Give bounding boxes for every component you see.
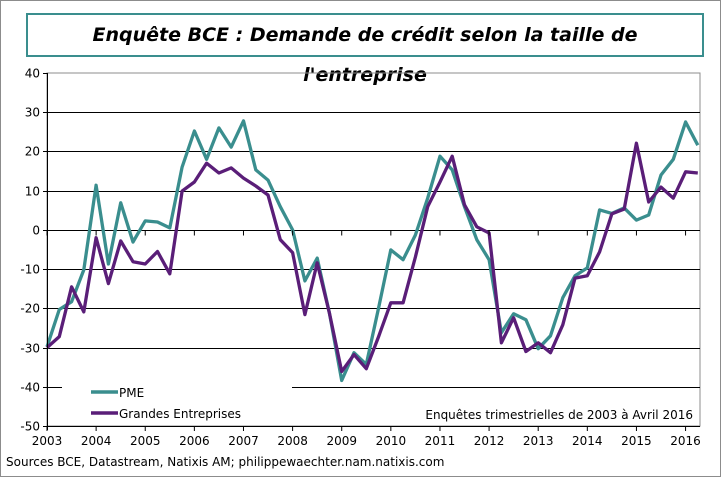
- annotation-text: Enquêtes trimestrielles de 2003 à Avril …: [425, 408, 693, 422]
- x-tick-label: 2008: [277, 434, 308, 448]
- y-tick-label: 10: [25, 185, 40, 199]
- x-tick-label: 2009: [326, 434, 357, 448]
- y-tick-label: 0: [32, 224, 40, 238]
- y-tick-label: -20: [20, 302, 40, 316]
- x-tick-label: 2015: [621, 434, 652, 448]
- y-tick-label: -30: [20, 342, 40, 356]
- y-tick-label: -10: [20, 263, 40, 277]
- x-tick-label: 2010: [376, 434, 407, 448]
- x-tick-label: 2005: [130, 434, 161, 448]
- series-line-pme: [45, 119, 700, 383]
- x-tick-label: 2016: [670, 434, 701, 448]
- chart-title: Enquête BCE : Demande de crédit selon la…: [26, 13, 704, 86]
- x-tick-label: 2011: [425, 434, 456, 448]
- x-tick-label: 2014: [572, 434, 603, 448]
- x-tick-label: 2007: [228, 434, 259, 448]
- legend-box: [62, 379, 292, 425]
- x-tick-label: 2012: [474, 434, 505, 448]
- y-tick-label: 20: [25, 145, 40, 159]
- x-tick-label: 2006: [179, 434, 210, 448]
- legend-label: PME: [119, 386, 144, 400]
- y-tick-label: -40: [20, 381, 40, 395]
- series-line-grandes-entreprises: [45, 141, 698, 374]
- y-tick-label: -50: [20, 420, 40, 434]
- x-tick-label: 2013: [523, 434, 554, 448]
- x-tick-label: 2004: [81, 434, 112, 448]
- legend-label: Grandes Entreprises: [119, 407, 241, 421]
- y-tick-label: 40: [25, 67, 40, 81]
- y-tick-label: 30: [25, 106, 40, 120]
- x-tick-label: 2003: [32, 434, 63, 448]
- annotation-box: [378, 402, 698, 424]
- source-note: Sources BCE, Datastream, Natixis AM; phi…: [6, 455, 445, 469]
